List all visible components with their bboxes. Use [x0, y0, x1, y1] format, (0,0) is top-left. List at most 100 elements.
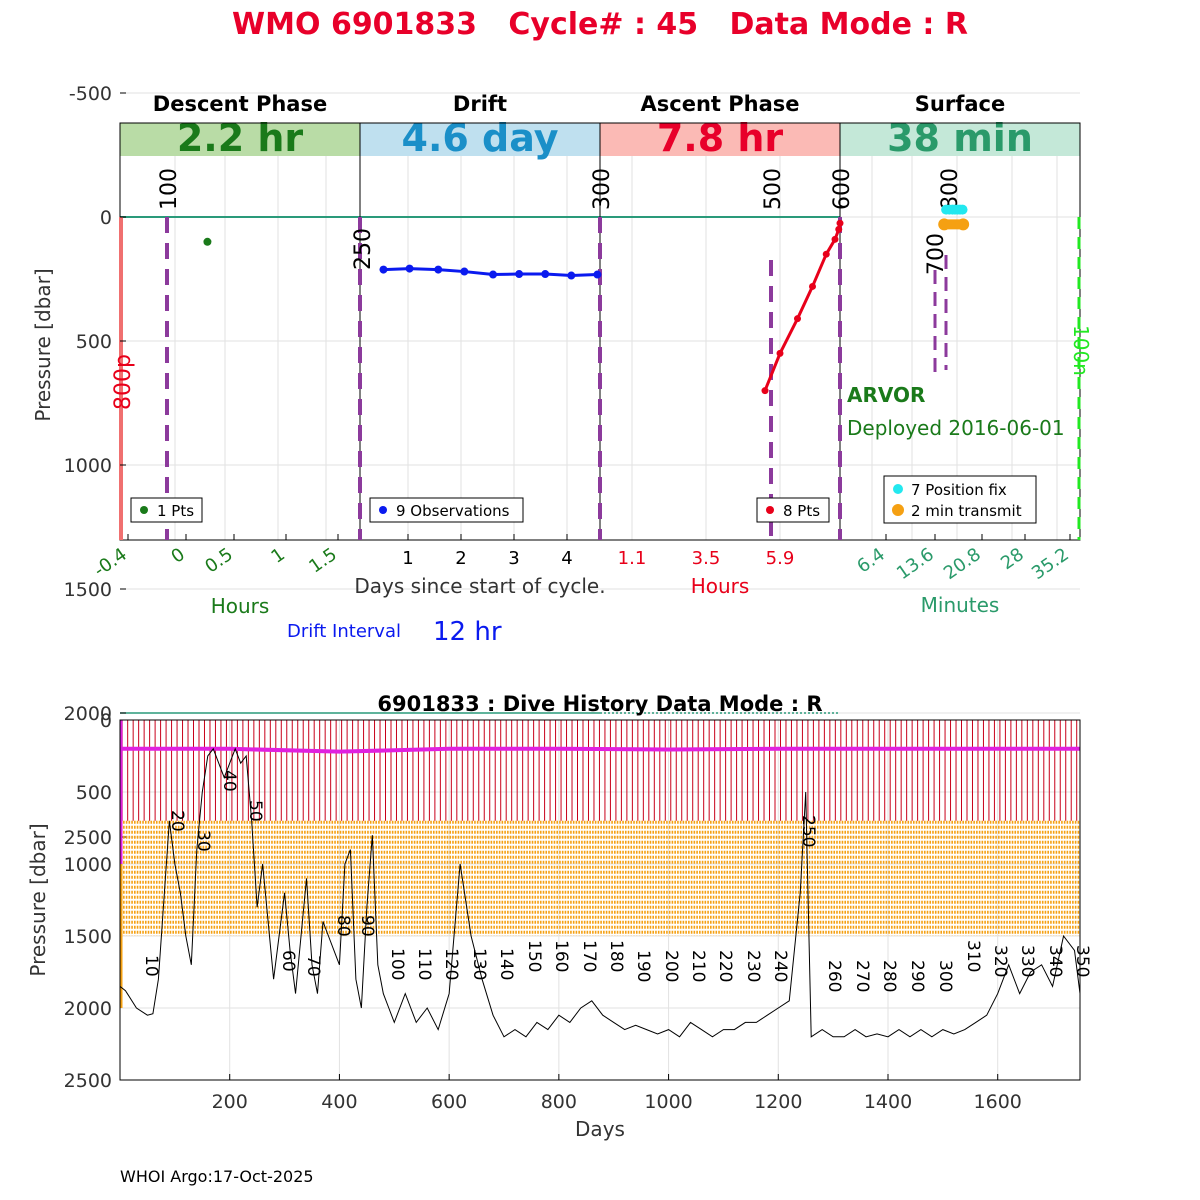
surface-legend-fix-marker	[893, 484, 903, 494]
cycle-label: 10	[141, 955, 161, 977]
surface-legend	[883, 475, 1037, 524]
cycle-label: 320	[990, 945, 1010, 977]
cycle-label: 240	[770, 950, 790, 982]
deployed-label: Deployed 2016-06-01	[847, 416, 1065, 440]
top-ytick: 1500	[64, 579, 112, 601]
cycle-label: 270	[852, 960, 872, 992]
ascent-header: Ascent Phase	[641, 92, 800, 116]
cycle-label: 130	[469, 948, 489, 980]
cycle-label: 150	[524, 940, 544, 972]
hist-frame	[119, 719, 1081, 1081]
figure-title: WMO 6901833 Cycle# : 45 Data Mode : R	[232, 7, 968, 42]
hist-xtick: 1000	[644, 1091, 692, 1113]
surface-xtick: 35.2	[1028, 544, 1073, 584]
cycle-label: 230	[743, 950, 763, 982]
float-type: ARVOR	[847, 383, 925, 407]
drift-xtick: 2	[455, 548, 466, 569]
cycle-label: 60	[278, 950, 298, 972]
cycle-label: 30	[193, 830, 213, 852]
top-ytick: 500	[76, 331, 112, 353]
drift-header: Drift	[453, 92, 507, 116]
drift-point	[593, 270, 602, 279]
surface-legend-transmit-text: 2 min transmit	[911, 502, 1022, 520]
hist-ylabel: Pressure [dbar]	[26, 823, 50, 976]
footer-credit: WHOI Argo:17-Oct-2025	[120, 1167, 314, 1186]
cycle-label: 120	[441, 948, 461, 980]
ascent-legend-text: 8 Pts	[783, 502, 820, 520]
cycle-label: 260	[824, 960, 844, 992]
descent-xlabel: Hours	[211, 594, 270, 618]
cycle-label: 20	[167, 810, 187, 832]
drift-interval-label: Drift Interval	[287, 621, 401, 642]
hist-xtick: 400	[321, 1091, 357, 1113]
drift-point	[460, 267, 469, 276]
dash-label-600: 600	[830, 168, 855, 210]
cycle-label: 180	[606, 940, 626, 972]
surface-xtick: 20.8	[940, 544, 985, 584]
descent-xtick: 0	[167, 544, 188, 568]
drift-point	[567, 271, 576, 280]
cycle-label: 350	[1072, 945, 1092, 977]
cycle-label: 300	[935, 960, 955, 992]
hist-xlabel: Days	[575, 1117, 625, 1141]
ascent-xlabel: Hours	[691, 574, 750, 598]
top-ytick: -500	[69, 83, 112, 105]
drift-point	[379, 265, 388, 274]
cycle-label: 170	[579, 940, 599, 972]
dash-label-300: 300	[590, 168, 615, 210]
ascent-legend-marker	[766, 506, 774, 514]
drift-duration-bar	[360, 123, 600, 156]
hist-ytick: 500	[76, 782, 112, 804]
hist-ytick: 2000	[64, 998, 112, 1020]
surface-legend-fix-text: 7 Position fix	[911, 481, 1007, 499]
cycle-label: 280	[879, 960, 899, 992]
cycle-label: 50	[245, 800, 265, 822]
drift-xtick: 1	[402, 548, 413, 569]
surface-xlabel: Minutes	[921, 593, 1000, 617]
drift-xtick: 3	[508, 548, 519, 569]
ascent-point	[831, 235, 839, 243]
descent-legend-text: 1 Pts	[157, 502, 194, 520]
cycle-label: 140	[496, 948, 516, 980]
ascent-point	[822, 250, 830, 258]
position-fix-point	[957, 204, 968, 215]
top-ytick: 2500	[64, 827, 112, 849]
dash-label-100: 100	[157, 168, 182, 210]
drift-legend	[369, 497, 524, 523]
descent-xtick: 0.5	[201, 544, 237, 578]
drift-point	[489, 270, 498, 279]
cycle-label: 290	[907, 960, 927, 992]
dash-label-800: 800	[938, 168, 963, 210]
surface-duration-bar	[840, 123, 1080, 156]
ascent-duration-bar	[600, 123, 840, 156]
cycle-label: 100	[387, 948, 407, 980]
surface-legend-transmit-marker	[892, 504, 904, 516]
drift-xtick: 4	[561, 548, 572, 569]
ascent-point	[794, 315, 801, 323]
cycle-label: 200	[661, 950, 681, 982]
descent-xtick: 1	[267, 544, 288, 568]
cycle-label: 160	[551, 940, 571, 972]
cycle-label: 310	[963, 940, 983, 972]
descent-xtick: -0.4	[90, 544, 131, 581]
cycle-label: 70	[303, 955, 323, 977]
ascent-point	[835, 225, 843, 233]
descent-duration-bar	[120, 123, 360, 156]
hist-xtick: 600	[431, 1091, 467, 1113]
hist-profile-line	[119, 747, 1081, 1038]
ascent-point	[761, 387, 769, 395]
drift-interval-value: 12 hr	[433, 617, 502, 647]
cycle-label: 210	[688, 950, 708, 982]
hist-xtick: 800	[541, 1091, 577, 1113]
top-ylabel: Pressure [dbar]	[31, 268, 55, 421]
descent-legend-marker	[140, 506, 148, 514]
descent-point	[203, 237, 212, 246]
ascent-line	[763, 222, 842, 392]
hist-xtick: 1600	[974, 1091, 1022, 1113]
ascent-point	[809, 282, 816, 290]
cycle-label: 340	[1045, 945, 1065, 977]
dash-label-500: 500	[761, 168, 786, 210]
hist-red-lines	[121, 720, 1078, 821]
